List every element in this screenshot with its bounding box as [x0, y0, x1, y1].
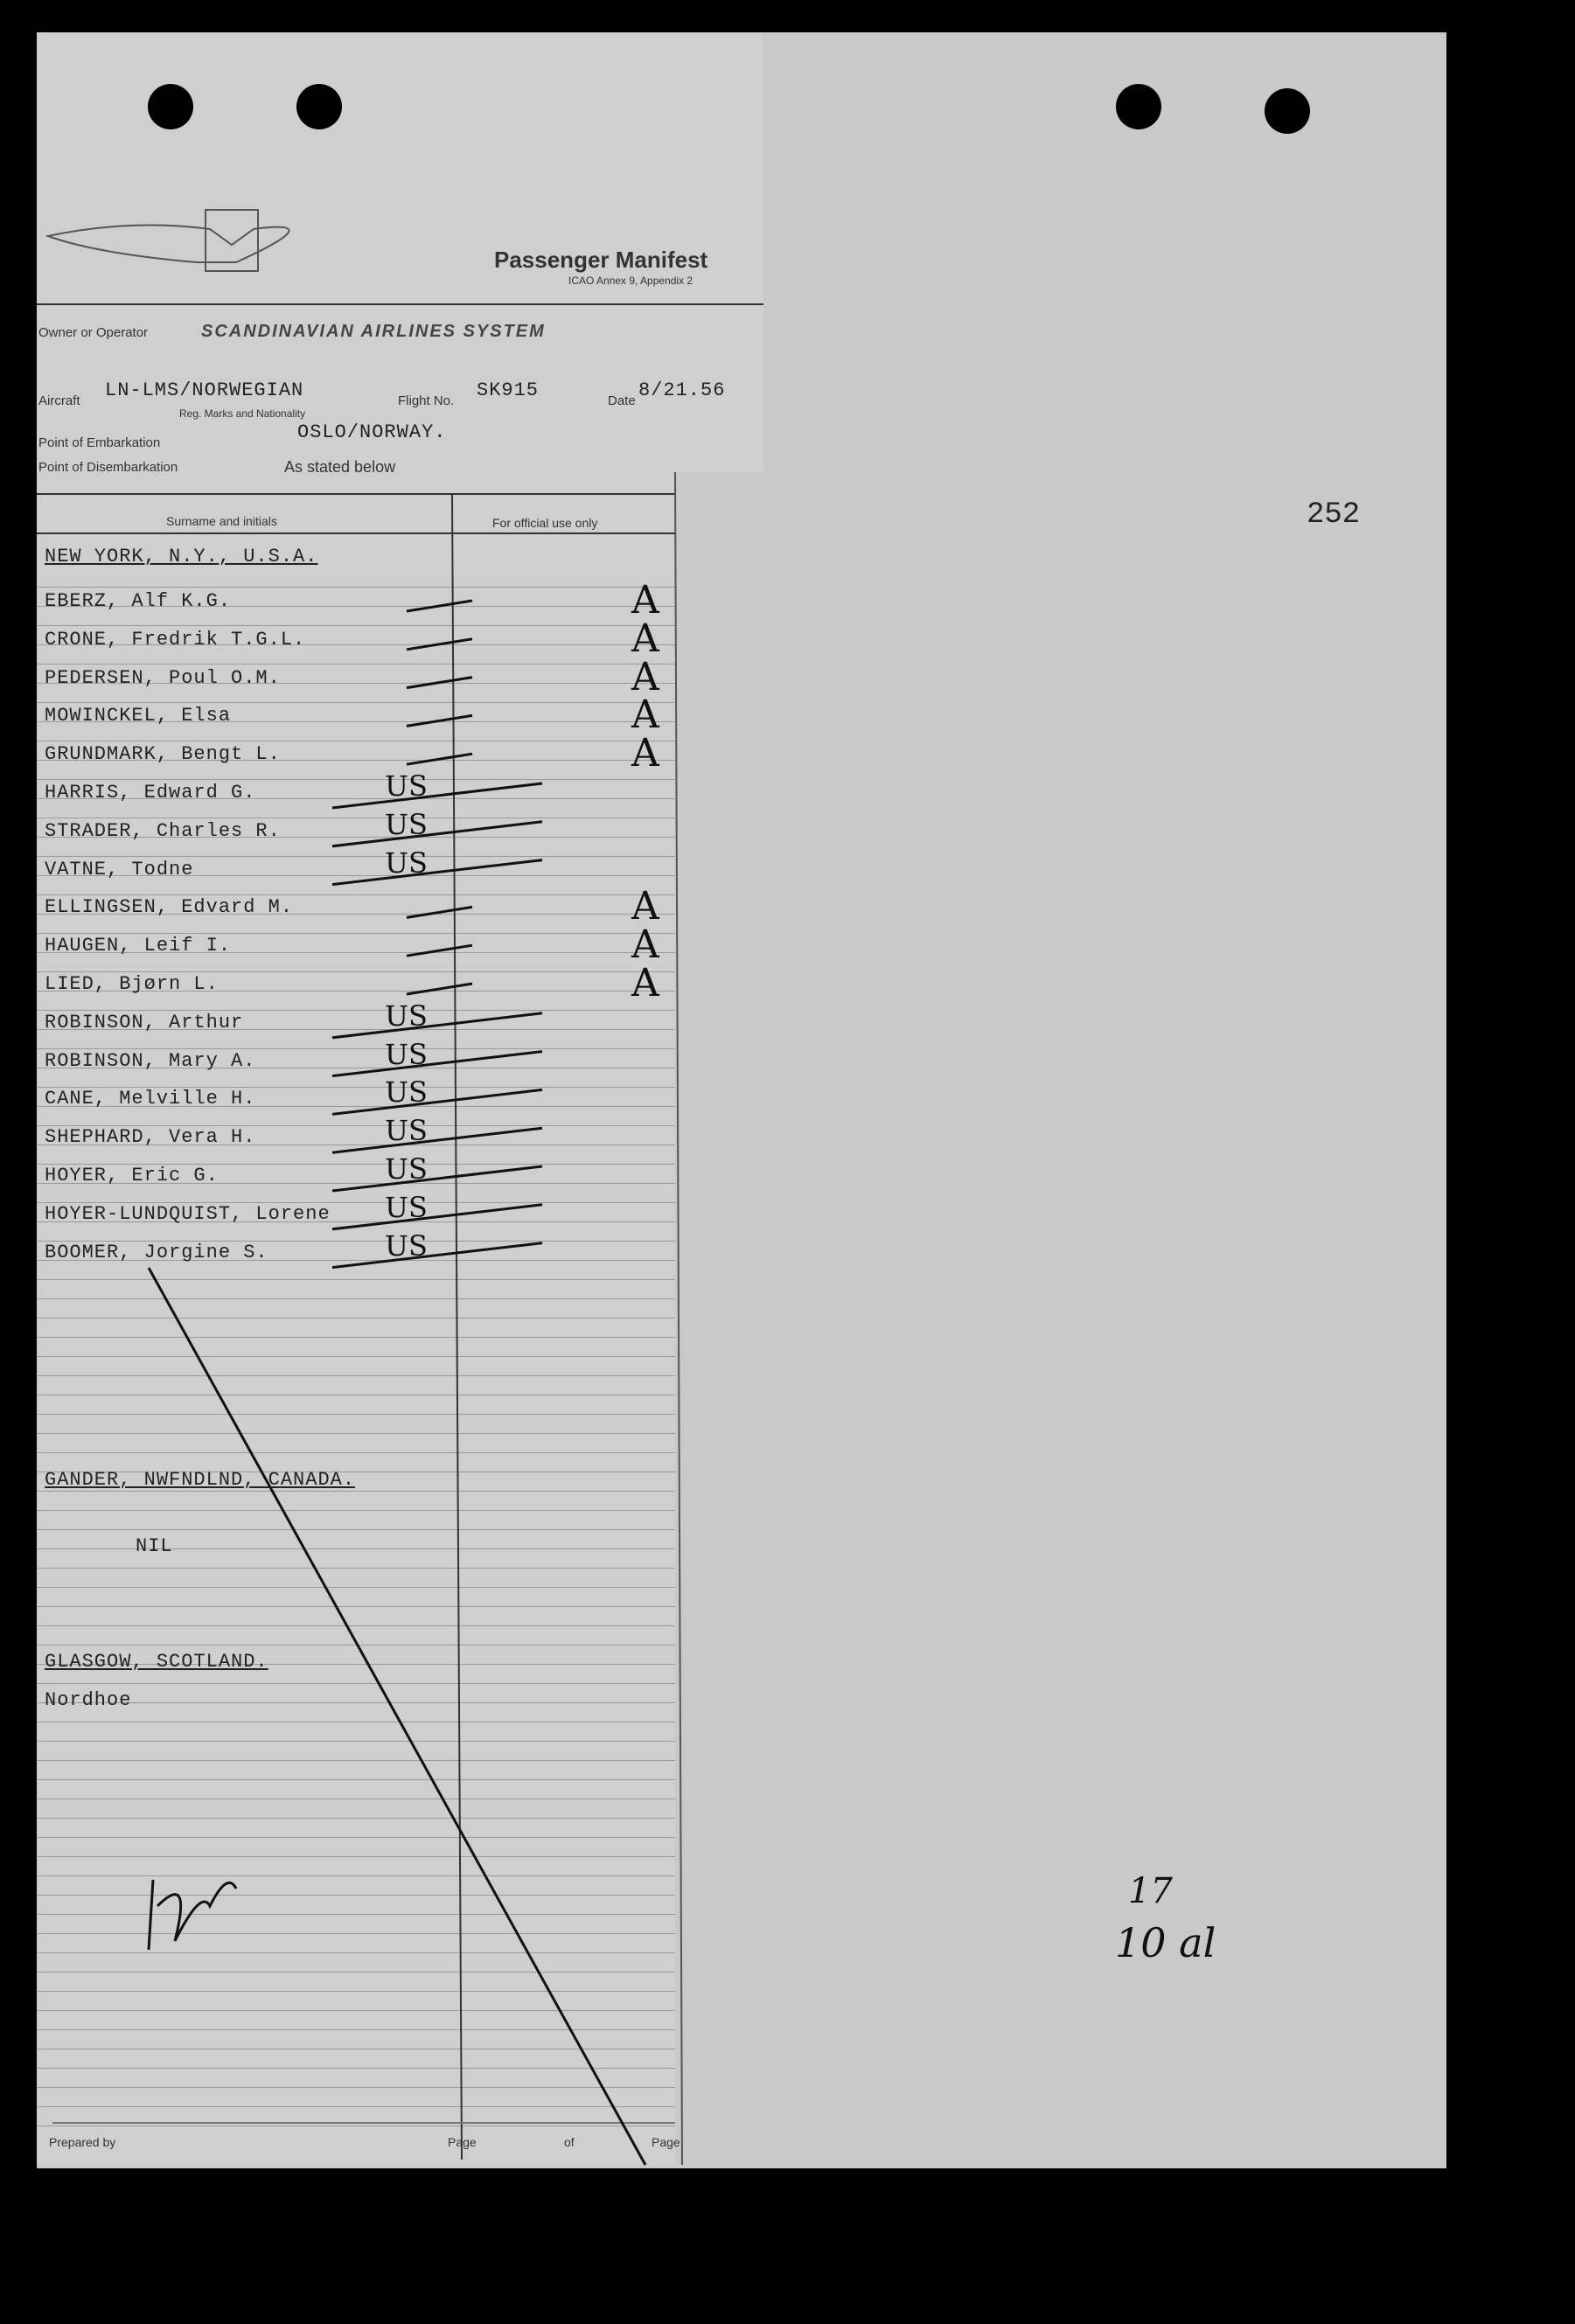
- official-mark: US: [385, 1037, 428, 1071]
- check-stroke: [331, 782, 543, 810]
- passenger-name: ROBINSON, Arthur: [45, 1011, 244, 1033]
- check-stroke: [406, 713, 473, 727]
- check-stroke: [406, 982, 473, 996]
- field-value: SCANDINAVIAN AIRLINES SYSTEM: [201, 322, 546, 341]
- form-title: Passenger Manifest: [494, 247, 708, 273]
- official-mark: A: [631, 922, 659, 968]
- official-mark: A: [631, 961, 659, 1005]
- check-stroke: [331, 1126, 543, 1154]
- official-mark: A: [631, 578, 659, 623]
- field-label: Flight No.: [398, 393, 455, 408]
- check-strokes: [331, 599, 543, 1270]
- official-mark: A: [631, 731, 659, 776]
- passenger-name: Nordhoe: [45, 1689, 132, 1711]
- check-stroke: [331, 820, 543, 848]
- field-value: 8/21.56: [638, 379, 726, 401]
- check-stroke: [331, 1088, 543, 1116]
- punch-hole: [1265, 88, 1310, 134]
- official-mark: A: [631, 616, 659, 661]
- footer-label: Page: [448, 2135, 477, 2149]
- check-stroke: [331, 1165, 543, 1193]
- passenger-name: LIED, Bjørn L.: [45, 973, 219, 995]
- form-subtitle: ICAO Annex 9, Appendix 2: [568, 275, 693, 287]
- handwritten-count: 17: [1128, 1871, 1173, 1911]
- check-stroke: [406, 637, 473, 651]
- check-stroke: [406, 943, 473, 957]
- handwritten-note: 10 al: [1115, 1919, 1216, 1966]
- passenger-name: HOYER-LUNDQUIST, Lorene: [45, 1202, 331, 1225]
- official-mark: US: [385, 1228, 428, 1263]
- passenger-name: SHEPHARD, Vera H.: [45, 1126, 256, 1149]
- check-stroke: [331, 1242, 543, 1270]
- passenger-name: EBERZ, Alf K.G.: [45, 590, 232, 612]
- check-stroke: [331, 859, 543, 887]
- passenger-name: CRONE, Fredrik T.G.L.: [45, 628, 306, 651]
- footer-label: of: [564, 2135, 575, 2149]
- official-mark: A: [631, 884, 659, 929]
- passenger-name: VATNE, Todne: [45, 858, 194, 880]
- official-mark: US: [385, 998, 428, 1033]
- check-stroke: [406, 599, 473, 613]
- footer-label: Prepared by: [49, 2135, 116, 2149]
- check-stroke: [406, 676, 473, 690]
- column-header: Surname and initials: [166, 514, 277, 528]
- field-value: LN-LMS/NORWEGIAN: [105, 379, 304, 401]
- passenger-name: PEDERSEN, Poul O.M.: [45, 666, 281, 689]
- passenger-name: HOYER, Eric G.: [45, 1165, 219, 1186]
- passenger-name: NIL: [136, 1535, 173, 1557]
- check-stroke: [331, 1050, 543, 1078]
- column-header: For official use only: [492, 516, 598, 530]
- passenger-name: ELLINGSEN, Edvard M.: [45, 896, 294, 919]
- passenger-name: ROBINSON, Mary A.: [45, 1049, 256, 1072]
- official-mark: US: [385, 1075, 428, 1110]
- field-label: Owner or Operator: [38, 325, 149, 340]
- official-mark: US: [385, 845, 428, 880]
- punch-hole: [296, 84, 342, 129]
- field-label: Point of Disembarkation: [38, 460, 178, 475]
- official-mark: US: [385, 1114, 428, 1148]
- passenger-name: GRUNDMARK, Bengt L.: [45, 743, 281, 766]
- strike-line: [147, 1267, 647, 2166]
- official-mark: US: [385, 1152, 428, 1186]
- official-mark: A: [631, 692, 659, 738]
- passenger-name: MOWINCKEL, Elsa: [45, 705, 232, 727]
- field-label: Point of Embarkation: [38, 435, 161, 450]
- field-sublabel: Reg. Marks and Nationality: [179, 407, 306, 420]
- official-mark: A: [631, 654, 659, 699]
- field-label: Aircraft: [38, 393, 80, 408]
- destination: NEW YORK, N.Y., U.S.A.: [45, 546, 318, 567]
- page-number: 252: [1307, 498, 1361, 532]
- official-mark: US: [385, 807, 428, 841]
- passenger-name: HARRIS, Edward G.: [45, 782, 256, 804]
- field-value: As stated below: [284, 458, 396, 476]
- field-value: SK915: [477, 379, 540, 401]
- destination: GLASGOW, SCOTLAND.: [45, 1651, 268, 1673]
- field-value: OSLO/NORWAY.: [297, 421, 447, 443]
- destination: GANDER, NWFNDLND, CANADA.: [45, 1469, 356, 1491]
- ruled-lines: [37, 568, 675, 2142]
- field-label: Date: [608, 393, 636, 408]
- official-mark: US: [385, 769, 428, 803]
- footer-label: Page: [652, 2135, 680, 2149]
- check-stroke: [406, 905, 473, 919]
- official-mark: US: [385, 1190, 428, 1224]
- check-stroke: [406, 752, 473, 766]
- check-stroke: [331, 1012, 543, 1040]
- passenger-name: BOOMER, Jorgine S.: [45, 1241, 268, 1263]
- punch-hole: [1116, 84, 1161, 129]
- signature: [147, 1879, 238, 1951]
- passenger-name: STRADER, Charles R.: [45, 819, 281, 842]
- check-stroke: [331, 1203, 543, 1231]
- passenger-name: CANE, Melville H.: [45, 1088, 256, 1110]
- passenger-name: HAUGEN, Leif I.: [45, 935, 232, 957]
- punch-hole: [148, 84, 193, 129]
- logo: [45, 209, 290, 272]
- form-rules: [37, 303, 763, 2166]
